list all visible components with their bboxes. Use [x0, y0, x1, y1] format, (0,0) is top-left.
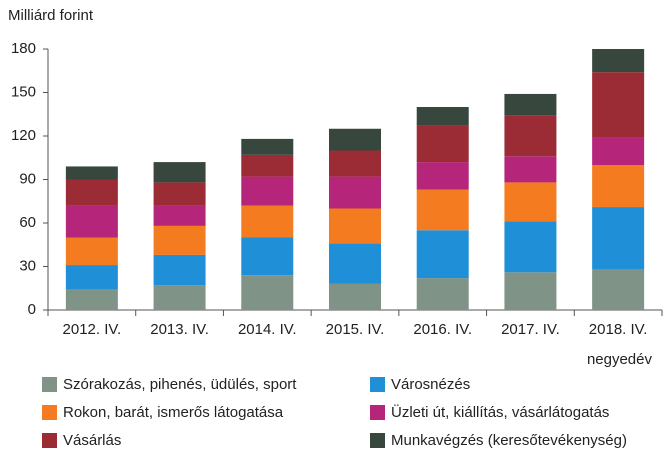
bar-segment	[416, 107, 469, 126]
bar-segment	[153, 182, 206, 206]
bar-segment	[241, 176, 294, 206]
bar-segment	[329, 176, 381, 209]
bar-segment	[65, 237, 118, 266]
bar-segment	[416, 230, 469, 279]
x-tick-label: 2013. IV.	[150, 321, 209, 338]
bar-segment	[65, 179, 118, 206]
x-tick-label: 2018. IV.	[589, 321, 648, 338]
bar-segment	[241, 237, 294, 276]
bar-segment	[329, 243, 381, 284]
bar-segment	[65, 166, 118, 180]
bar-segment	[241, 154, 294, 177]
legend-label: Munkavégzés (keresőtevékenység)	[391, 432, 627, 449]
bar-segment	[592, 49, 645, 73]
legend-swatch	[42, 433, 57, 448]
y-tick-label: 180	[11, 40, 36, 57]
y-tick-label: 30	[19, 257, 36, 274]
legend-label: Szórakozás, pihenés, üdülés, sport	[63, 376, 297, 393]
bar-segment	[153, 225, 206, 255]
x-tick-label: 2015. IV.	[326, 321, 385, 338]
bar-segment	[65, 289, 118, 310]
y-axis-label: Milliárd forint	[8, 7, 94, 24]
bar-segment	[241, 275, 294, 310]
bar-segment	[153, 254, 206, 286]
legend-label: Rokon, barát, ismerős látogatása	[63, 404, 284, 421]
bar-segment	[65, 265, 118, 290]
y-tick-label: 60	[19, 214, 36, 231]
bar-segment	[241, 205, 294, 238]
bar-segment	[329, 150, 381, 177]
x-tick-label: 2014. IV.	[238, 321, 297, 338]
y-tick-label: 120	[11, 127, 36, 144]
bar-segment	[504, 93, 557, 116]
bar-segment	[416, 189, 469, 231]
legend-swatch	[370, 405, 385, 420]
bar-segment	[504, 156, 557, 183]
bar-segment	[592, 165, 645, 208]
bar-segment	[329, 128, 381, 151]
bar-segment	[329, 283, 381, 310]
bar-segment	[153, 162, 206, 183]
bar-segment	[504, 272, 557, 310]
bar-segment	[504, 221, 557, 273]
x-tick-label: 2016. IV.	[413, 321, 472, 338]
bar-segment	[592, 137, 645, 165]
bar-segment	[592, 207, 645, 270]
y-tick-label: 0	[28, 301, 36, 318]
bar-segment	[592, 269, 645, 310]
bar-segment	[504, 182, 557, 222]
bar-segment	[153, 285, 206, 310]
bar-segment	[592, 72, 645, 138]
bar-segment	[65, 205, 118, 238]
legend-swatch	[42, 405, 57, 420]
y-tick-label: 150	[11, 83, 36, 100]
legend-swatch	[42, 377, 57, 392]
bar-segment	[504, 115, 557, 157]
bar-segment	[416, 162, 469, 190]
bar-segment	[416, 125, 469, 163]
y-tick-label: 90	[19, 170, 36, 187]
legend-label: Városnézés	[391, 376, 470, 393]
bar-segment	[153, 205, 206, 226]
x-tick-label: 2012. IV.	[63, 321, 122, 338]
bar-segment	[241, 138, 294, 155]
x-axis-label: negyedév	[587, 351, 653, 368]
x-tick-label: 2017. IV.	[501, 321, 560, 338]
bar-segment	[329, 208, 381, 244]
legend-swatch	[370, 377, 385, 392]
bar-segment	[416, 278, 469, 310]
legend-label: Vásárlás	[63, 432, 121, 449]
legend-swatch	[370, 433, 385, 448]
legend-label: Üzleti út, kiállítás, vásárlátogatás	[391, 403, 609, 421]
